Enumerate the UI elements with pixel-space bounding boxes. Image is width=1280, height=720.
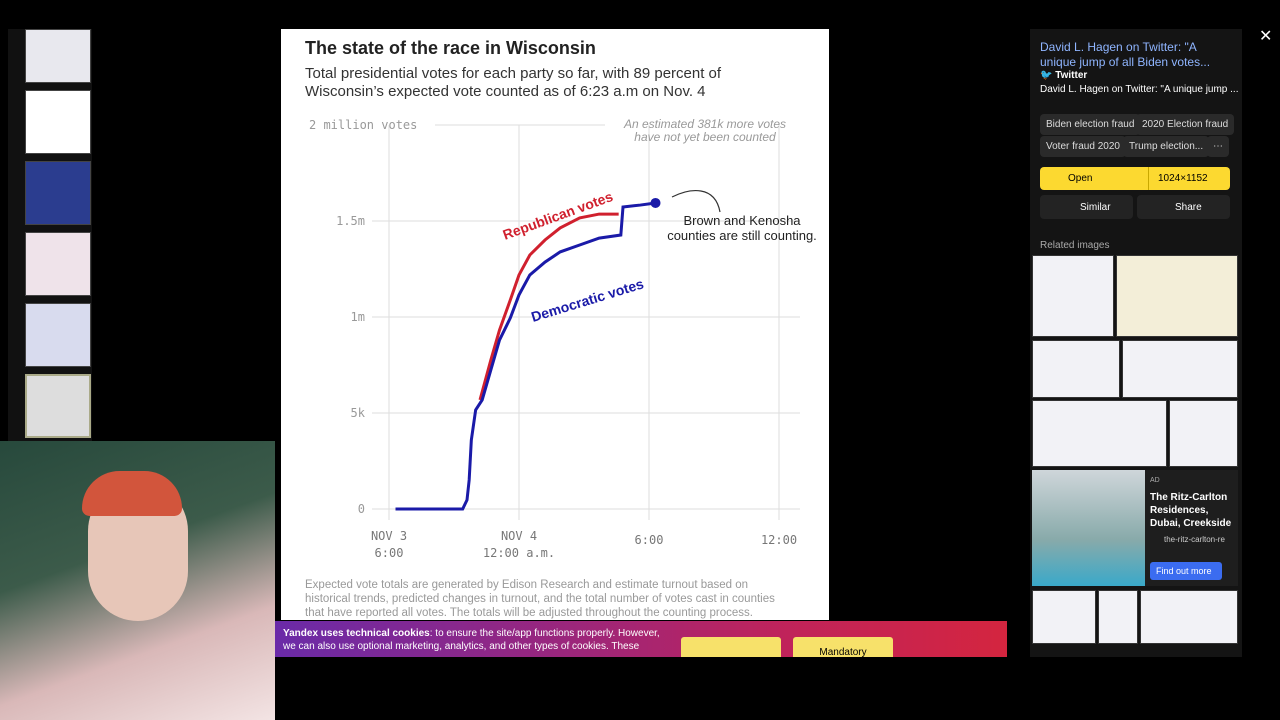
more-tags[interactable]: ⋯ — [1207, 136, 1229, 157]
cookie-title: Yandex uses technical cookies — [283, 628, 430, 639]
close-button[interactable]: ✕ — [1259, 28, 1273, 45]
tag[interactable]: Biden election fraud — [1040, 114, 1141, 135]
chart-title: The state of the race in Wisconsin — [305, 38, 596, 58]
callout: counties are still counting. — [667, 228, 817, 243]
x-tick-label: NOV 3 — [371, 529, 407, 543]
tag[interactable]: Trump election... — [1123, 136, 1210, 157]
x-tick-label: 6:00 — [635, 533, 664, 547]
side-panel: David L. Hagen on Twitter: "A unique jump… — [1030, 29, 1242, 657]
related-image[interactable] — [1116, 255, 1238, 337]
result-title[interactable]: David L. Hagen on Twitter: "A unique jump… — [1040, 40, 1210, 70]
thumbnail-strip — [8, 29, 92, 441]
note: Expected vote totals are generated by Ed… — [305, 579, 748, 591]
cookie-text: : to ensure the site/app functions prope… — [429, 628, 660, 639]
related-heading: Related images — [1040, 240, 1110, 251]
similar-button[interactable]: Similar — [1040, 195, 1133, 219]
title-line: unique jump of all Biden votes... — [1040, 55, 1211, 69]
related-image[interactable] — [1032, 400, 1167, 467]
y-tick-label: 0 — [358, 502, 365, 516]
mandatory-button[interactable]: Mandatory — [793, 637, 893, 657]
ad-badge: AD — [1150, 477, 1160, 484]
line-series — [395, 201, 656, 511]
source: Twitter — [1055, 70, 1088, 81]
thumbnail[interactable] — [25, 161, 91, 225]
share-button[interactable]: Share — [1137, 195, 1230, 219]
related-image[interactable] — [1169, 400, 1238, 467]
thumbnail[interactable] — [25, 232, 91, 296]
annotation: have not yet been counted — [634, 130, 776, 144]
image: The state of the race in Wisconsin Total … — [281, 29, 829, 620]
y-tick-label: 1.5m — [336, 214, 365, 228]
cookie-banner: Yandex uses technical cookies: to ensure… — [275, 621, 1007, 657]
cap — [82, 471, 182, 516]
x-tick-label: 12:00 — [761, 533, 797, 547]
callout: Brown and Kenosha — [683, 213, 801, 228]
caption: David L. Hagen on Twitter: "A unique jum… — [1040, 84, 1239, 95]
related-image[interactable] — [1032, 255, 1114, 337]
related-image[interactable] — [1098, 590, 1138, 644]
chart-subtitle: Total presidential votes for each party … — [305, 65, 722, 82]
x-tick-label: NOV 4 — [501, 529, 537, 543]
y-tick-label: 2 million votes — [309, 118, 417, 132]
y-tick-label: 1m — [351, 310, 365, 324]
line-series — [478, 212, 619, 401]
webcam-video — [0, 441, 275, 720]
tag[interactable]: Voter fraud 2020 — [1040, 136, 1126, 157]
related-image[interactable] — [1032, 590, 1096, 644]
thumbnail[interactable] — [25, 303, 91, 367]
tag[interactable]: 2020 Election fraud — [1136, 114, 1235, 135]
related-image[interactable] — [1140, 590, 1238, 644]
x-tick-label: 12:00 a.m. — [483, 546, 555, 560]
ad-title: The Ritz-Carlton Residences, Dubai, Creeks… — [1150, 491, 1231, 530]
size-label: 1024×1152 — [1158, 173, 1208, 184]
y-tick-label: 5k — [351, 406, 366, 420]
thumbnail[interactable] — [25, 90, 91, 154]
allow-button[interactable] — [681, 637, 781, 657]
ad-card[interactable]: AD The Ritz-Carlton Residences, Dubai, Cre… — [1032, 470, 1238, 586]
x-tick-label: 6:00 — [375, 546, 404, 560]
ad-button[interactable]: Find out more — [1150, 562, 1222, 580]
thumbnail[interactable] — [25, 29, 91, 83]
annotation: An estimated 381k more votes — [623, 117, 786, 131]
cookie-text: we can also use optional marketing, anal… — [283, 641, 640, 652]
related-image[interactable] — [1122, 340, 1238, 398]
callout-arrow — [671, 190, 721, 213]
open-label: Open — [1068, 173, 1093, 184]
ad-line: The Ritz-Carlton — [1150, 492, 1228, 503]
note: historical trends, predicted changes in … — [305, 593, 775, 605]
end-dot — [650, 197, 661, 208]
thumbnail[interactable] — [25, 374, 91, 438]
chart-subtitle: Wisconsin’s expected vote counted as of … — [305, 83, 706, 100]
ad-site: the-ritz-carlton-re — [1164, 535, 1225, 544]
related-image[interactable] — [1032, 340, 1120, 398]
note: that have reported all votes. The totals… — [305, 607, 753, 619]
ad-line: Residences, — [1150, 505, 1209, 516]
ad-image — [1032, 470, 1145, 586]
ad-line: Dubai, Creekside — [1150, 518, 1232, 529]
top-bar — [0, 0, 1280, 29]
open-button[interactable]: Open 1024×1152 — [1040, 167, 1230, 190]
chart: The state of the race in Wisconsin Total … — [305, 38, 817, 619]
title-line: David L. Hagen on Twitter: "A — [1040, 40, 1197, 54]
